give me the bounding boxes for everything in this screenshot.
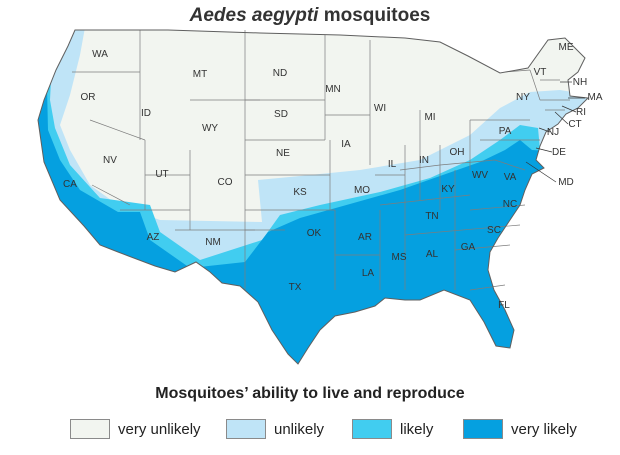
legend-label-very-unlikely: very unlikely — [118, 421, 201, 438]
state-label-al: AL — [426, 249, 439, 260]
state-label-ca: CA — [63, 179, 77, 190]
state-label-wi: WI — [374, 103, 386, 114]
leader-de — [535, 147, 553, 153]
legend-item-very-likely: very likely — [463, 419, 583, 443]
state-label-ct: CT — [568, 119, 581, 130]
leader-ct — [554, 111, 569, 125]
state-label-vt: VT — [534, 67, 547, 78]
state-label-mi: MI — [424, 112, 435, 123]
state-label-id: ID — [141, 108, 151, 119]
legend-swatch-unlikely — [226, 419, 266, 439]
state-label-or: OR — [81, 92, 96, 103]
state-label-tx: TX — [289, 282, 302, 293]
leader-md — [525, 161, 557, 183]
legend-item-very-unlikely: very unlikely — [70, 419, 201, 443]
state-label-oh: OH — [450, 147, 465, 158]
legend-swatch-very-unlikely — [70, 419, 110, 439]
state-label-sd: SD — [274, 109, 288, 120]
state-label-me: ME — [559, 42, 574, 53]
state-label-nh: NH — [573, 77, 587, 88]
state-label-ri: RI — [576, 107, 586, 118]
state-label-ut: UT — [155, 169, 168, 180]
state-label-ok: OK — [307, 228, 322, 239]
state-label-ky: KY — [441, 184, 455, 195]
state-label-ma: MA — [588, 92, 603, 103]
title-suffix: mosquitoes — [323, 5, 431, 26]
state-label-pa: PA — [499, 126, 512, 137]
legend-swatch-likely — [352, 419, 392, 439]
us-risk-map: WA OR CA NV ID MT WY UT AZ CO NM ND SD NE KS OK TX MN IA MO… — [37, 29, 603, 365]
state-label-ia: IA — [341, 139, 351, 150]
legend-swatch-very-likely — [463, 419, 503, 439]
state-label-ny: NY — [516, 92, 530, 103]
state-label-mt: MT — [193, 69, 207, 80]
state-label-wy: WY — [202, 123, 218, 134]
state-label-ms: MS — [392, 252, 407, 263]
state-label-nv: NV — [103, 155, 117, 166]
state-label-ar: AR — [358, 232, 372, 243]
state-label-la: LA — [362, 268, 375, 279]
state-label-nm: NM — [205, 237, 221, 248]
map-title: Aedes aegypti mosquitoes — [0, 5, 620, 27]
legend-label-very-likely: very likely — [511, 421, 577, 438]
legend-title: Mosquitoes’ ability to live and reproduc… — [155, 385, 465, 402]
state-label-mo: MO — [354, 185, 370, 196]
state-label-wa: WA — [92, 49, 108, 60]
state-label-md: MD — [558, 177, 574, 188]
legend-item-likely: likely — [352, 419, 442, 443]
legend-item-unlikely: unlikely — [226, 419, 326, 443]
state-label-nc: NC — [503, 199, 517, 210]
state-label-nd: ND — [273, 68, 287, 79]
state-label-de: DE — [552, 147, 566, 158]
legend-label-unlikely: unlikely — [274, 421, 325, 438]
state-border-northeast — [504, 69, 570, 111]
state-label-ks: KS — [293, 187, 307, 198]
state-label-co: CO — [218, 177, 233, 188]
state-labels: WA OR CA NV ID MT WY UT AZ CO NM ND SD NE KS OK TX MN IA MO… — [63, 42, 603, 311]
state-label-sc: SC — [487, 225, 501, 236]
state-border-west — [72, 30, 260, 231]
state-label-az: AZ — [147, 232, 160, 243]
state-label-tn: TN — [425, 211, 438, 222]
state-label-va: VA — [504, 172, 517, 183]
legend-label-likely: likely — [400, 421, 434, 438]
state-label-il: IL — [388, 159, 397, 170]
state-label-fl: FL — [498, 300, 510, 311]
leader-nj — [538, 127, 551, 133]
state-border-midwest — [325, 40, 456, 290]
state-label-in: IN — [419, 155, 429, 166]
state-label-wv: WV — [472, 170, 488, 181]
species-name: Aedes aegypti — [189, 5, 319, 26]
leader-ri — [561, 105, 577, 113]
state-label-ne: NE — [276, 148, 290, 159]
state-border-plains — [244, 30, 336, 290]
state-border-east — [379, 119, 540, 291]
state-leader-lines — [525, 81, 585, 183]
state-label-ga: GA — [461, 242, 476, 253]
state-borders — [72, 30, 570, 291]
state-label-mn: MN — [325, 84, 341, 95]
state-label-nj: NJ — [547, 127, 559, 138]
